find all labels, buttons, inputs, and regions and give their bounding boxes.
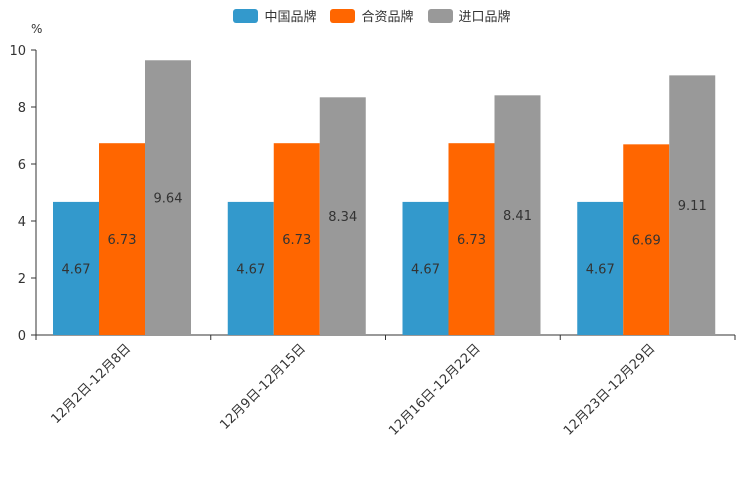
bar[interactable] — [227, 201, 274, 335]
bar-value-label: 9.11 — [678, 199, 707, 214]
bar[interactable] — [494, 95, 541, 335]
chart-legend: 中国品牌 合资品牌 进口品牌 — [0, 6, 744, 25]
y-tick-label: 8 — [18, 101, 26, 116]
legend-swatch-jv-brand — [330, 8, 356, 23]
legend-label-import-brand: 进口品牌 — [458, 10, 511, 25]
bar-value-label: 6.73 — [282, 233, 311, 248]
legend-swatch-china-brand — [233, 8, 259, 23]
bar[interactable] — [145, 60, 191, 335]
legend-swatch-import-brand — [427, 8, 453, 23]
y-axis-unit-label: % — [31, 22, 43, 36]
x-tick-label: 12月23日-12月29日 — [561, 341, 658, 438]
bar[interactable] — [577, 201, 624, 335]
x-tick-label: 12月9日-12月15日 — [217, 341, 309, 433]
legend-item-jv-brand[interactable]: 合资品牌 — [330, 6, 414, 25]
bar[interactable] — [319, 97, 366, 335]
bar[interactable] — [669, 75, 716, 336]
x-tick-label: 12月16日-12月22日 — [386, 341, 483, 438]
bar-value-label: 4.67 — [411, 262, 440, 277]
bar[interactable] — [273, 143, 320, 335]
bar-value-label: 9.64 — [154, 192, 183, 207]
bar-value-label: 8.34 — [328, 210, 357, 225]
y-tick-label: 2 — [18, 272, 26, 287]
bar[interactable] — [448, 143, 495, 335]
bar[interactable] — [99, 143, 145, 335]
y-tick-label: 0 — [18, 329, 26, 344]
bar-value-label: 4.67 — [62, 262, 91, 277]
bar-value-label: 6.73 — [457, 233, 486, 248]
bar-value-label: 6.73 — [108, 233, 137, 248]
legend-item-china-brand[interactable]: 中国品牌 — [233, 6, 316, 25]
y-tick-label: 4 — [18, 215, 26, 230]
legend-label-jv-brand: 合资品牌 — [361, 10, 414, 25]
bar-value-label: 6.69 — [632, 234, 661, 249]
bar[interactable] — [53, 201, 99, 335]
legend-label-china-brand: 中国品牌 — [264, 10, 317, 25]
bar[interactable] — [623, 144, 670, 335]
x-tick-label: 12月2日-12月8日 — [48, 341, 134, 427]
bar-value-label: 4.67 — [236, 262, 265, 277]
y-tick-label: 10 — [9, 44, 26, 59]
bar-value-label: 4.67 — [586, 262, 615, 277]
y-tick-label: 6 — [18, 158, 26, 173]
legend-item-import-brand[interactable]: 进口品牌 — [427, 6, 511, 25]
bar[interactable] — [402, 201, 449, 335]
bar-value-label: 8.41 — [503, 209, 532, 224]
